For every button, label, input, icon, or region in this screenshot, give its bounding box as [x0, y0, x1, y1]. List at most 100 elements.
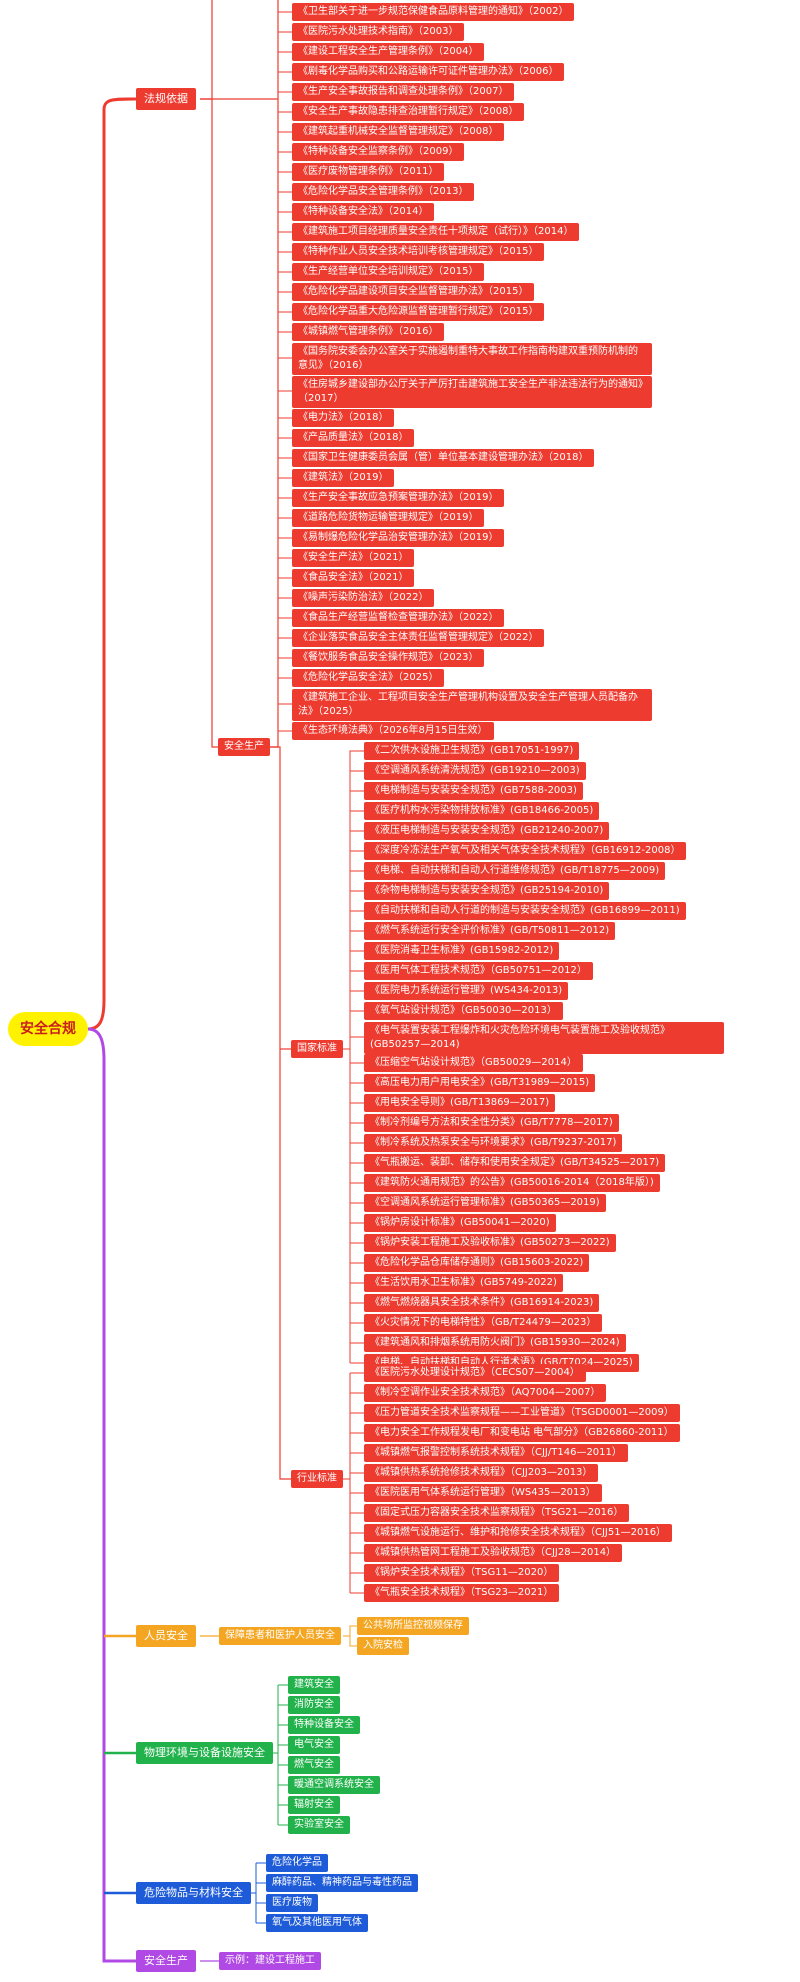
national-standard-item[interactable]: 《空调通风系统清洗规范》(GB19210—2003)	[364, 762, 586, 780]
national-standard-item[interactable]: 《压缩空气站设计规范》（GB50029—2014）	[364, 1054, 583, 1072]
industry-standard-item[interactable]: 《医院污水处理设计规范》（CECS07—2004）	[364, 1364, 586, 1382]
hazardous-material-item[interactable]: 医疗废物	[266, 1894, 318, 1912]
law-item[interactable]: 《医院污水处理技术指南》（2003）	[292, 23, 465, 41]
law-item[interactable]: 《易制爆危险化学品治安管理办法》（2019）	[292, 529, 505, 547]
national-standard-item[interactable]: 《氧气站设计规范》（GB50030—2013）	[364, 1002, 563, 1020]
physical-safety-item[interactable]: 暖通空调系统安全	[288, 1776, 380, 1794]
national-standard-item[interactable]: 《制冷系统及热泵安全与环境要求》(GB/T9237-2017)	[364, 1134, 623, 1152]
branch-hazardous-materials[interactable]: 危险物品与材料安全	[136, 1882, 251, 1904]
national-standard-item[interactable]: 《燃气燃烧器具安全技术条件》(GB16914-2023)	[364, 1294, 600, 1312]
branch-personnel[interactable]: 人员安全	[136, 1625, 196, 1647]
law-item[interactable]: 《生态环境法典》（2026年8月15日生效）	[292, 722, 494, 740]
root-node[interactable]: 安全合规	[8, 1012, 88, 1046]
physical-safety-item[interactable]: 实验室安全	[288, 1816, 350, 1834]
branch-law[interactable]: 法规依据	[136, 88, 196, 110]
law-item[interactable]: 《道路危险货物运输管理规定》（2019）	[292, 509, 485, 527]
law-item[interactable]: 《建设工程安全生产管理条例》（2004）	[292, 43, 485, 61]
industry-standard-item[interactable]: 《锅炉安全技术规程》（TSG11—2020）	[364, 1564, 560, 1582]
law-item[interactable]: 《建筑法》（2019）	[292, 469, 395, 487]
law-item[interactable]: 《建筑施工企业、工程项目安全生产管理机构设置及安全生产管理人员配备办法》（202…	[292, 689, 652, 721]
hazardous-material-item[interactable]: 氧气及其他医用气体	[266, 1914, 368, 1932]
national-standard-item[interactable]: 《自动扶梯和自动人行道的制造与安装安全规范》(GB16899—2011)	[364, 902, 686, 920]
national-standard-item[interactable]: 《二次供水设施卫生规范》(GB17051-1997)	[364, 742, 580, 760]
physical-safety-item[interactable]: 辐射安全	[288, 1796, 340, 1814]
branch-physical-environment[interactable]: 物理环境与设备设施安全	[136, 1742, 273, 1764]
law-item[interactable]: 《卫生部关于进一步规范保健食品原料管理的通知》（2002）	[292, 3, 575, 21]
law-item[interactable]: 《生产安全事故报告和调查处理条例》（2007）	[292, 83, 515, 101]
national-standard-item[interactable]: 《建筑防火通用规范》的公告》(GB50016-2014（2018年版）)	[364, 1174, 660, 1192]
national-standard-item[interactable]: 《液压电梯制造与安装安全规范》(GB21240-2007)	[364, 822, 610, 840]
industry-standard-item[interactable]: 《固定式压力容器安全技术监察规程》（TSG21—2016）	[364, 1504, 630, 1522]
branch-industry-standards[interactable]: 行业标准	[291, 1470, 343, 1488]
national-standard-item[interactable]: 《危险化学品仓库储存通则》(GB15603-2022)	[364, 1254, 590, 1272]
law-item[interactable]: 《电力法》（2018）	[292, 409, 395, 427]
law-item[interactable]: 《产品质量法》（2018）	[292, 429, 415, 447]
national-standard-item[interactable]: 《电梯、自动扶梯和自动人行道维修规范》(GB/T18775—2009)	[364, 862, 666, 880]
physical-safety-item[interactable]: 特种设备安全	[288, 1716, 360, 1734]
physical-safety-item[interactable]: 燃气安全	[288, 1756, 340, 1774]
law-item[interactable]: 《噪声污染防治法》（2022）	[292, 589, 435, 607]
branch-safety-production[interactable]: 安全生产	[218, 738, 270, 756]
national-standard-item[interactable]: 《深度冷冻法生产氧气及相关气体安全技术规程》（GB16912-2008）	[364, 842, 687, 860]
law-item[interactable]: 《剧毒化学品购买和公路运输许可证件管理办法》（2006）	[292, 63, 565, 81]
law-item[interactable]: 《特种设备安全监察条例》（2009）	[292, 143, 465, 161]
law-item[interactable]: 《企业落实食品安全主体责任监督管理规定》（2022）	[292, 629, 545, 647]
national-standard-item[interactable]: 《生活饮用水卫生标准》(GB5749-2022)	[364, 1274, 563, 1292]
law-item[interactable]: 《生产安全事故应急预案管理办法》（2019）	[292, 489, 505, 507]
industry-standard-item[interactable]: 《城镇燃气设施运行、维护和抢修安全技术规程》（CJJ51—2016）	[364, 1524, 673, 1542]
law-item[interactable]: 《危险化学品建设项目安全监督管理办法》（2015）	[292, 283, 535, 301]
hazardous-material-item[interactable]: 危险化学品	[266, 1854, 328, 1872]
industry-standard-item[interactable]: 《电力安全工作规程发电厂和变电站 电气部分》（GB26860-2011）	[364, 1424, 680, 1442]
industry-standard-item[interactable]: 《制冷空调作业安全技术规范》（AQ7004—2007）	[364, 1384, 607, 1402]
law-item[interactable]: 《住房城乡建设部办公厅关于严厉打击建筑施工安全生产非法违法行为的通知》（2017…	[292, 376, 652, 408]
law-item[interactable]: 《国务院安委会办公室关于实施遏制重特大事故工作指南构建双重预防机制的意见》（20…	[292, 343, 652, 375]
law-item[interactable]: 《生产经营单位安全培训规定》（2015）	[292, 263, 485, 281]
law-item[interactable]: 《餐饮服务食品安全操作规范》（2023）	[292, 649, 485, 667]
industry-standard-item[interactable]: 《城镇供热管网工程施工及验收规范》（CJJ28—2014）	[364, 1544, 623, 1562]
physical-safety-item[interactable]: 建筑安全	[288, 1676, 340, 1694]
law-item[interactable]: 《建筑起重机械安全监督管理规定》（2008）	[292, 123, 505, 141]
law-item[interactable]: 《国家卫生健康委员会属（管）单位基本建设管理办法》（2018）	[292, 449, 595, 467]
physical-safety-item[interactable]: 消防安全	[288, 1696, 340, 1714]
law-item[interactable]: 《危险化学品安全管理条例》（2013）	[292, 183, 475, 201]
branch-safety-production-2[interactable]: 安全生产	[136, 1950, 196, 1972]
industry-standard-item[interactable]: 《城镇供热系统抢修技术规程》（CJJ203—2013）	[364, 1464, 599, 1482]
national-standard-item[interactable]: 《医用气体工程技术规范》（GB50751—2012）	[364, 962, 593, 980]
industry-standard-item[interactable]: 《医院医用气体系统运行管理》（WS435—2013）	[364, 1484, 602, 1502]
law-item[interactable]: 《食品安全法》（2021）	[292, 569, 415, 587]
law-item[interactable]: 《城镇燃气管理条例》（2016）	[292, 323, 445, 341]
law-item[interactable]: 《安全生产事故隐患排查治理暂行规定》（2008）	[292, 103, 525, 121]
national-standard-item[interactable]: 《气瓶搬运、装卸、储存和使用安全规定》(GB/T34525—2017)	[364, 1154, 666, 1172]
national-standard-item[interactable]: 《建筑通风和排烟系统用防火阀门》(GB15930—2024)	[364, 1334, 626, 1352]
national-standard-item[interactable]: 《电梯制造与安装安全规范》(GB7588-2003)	[364, 782, 583, 800]
law-item[interactable]: 《食品生产经营监督检查管理办法》（2022）	[292, 609, 505, 627]
national-standard-item[interactable]: 《高压电力用户用电安全》(GB/T31989—2015)	[364, 1074, 596, 1092]
personnel-item[interactable]: 公共场所监控视频保存	[357, 1617, 469, 1635]
physical-safety-item[interactable]: 电气安全	[288, 1736, 340, 1754]
law-item[interactable]: 《危险化学品安全法》（2025）	[292, 669, 445, 687]
personnel-subtopic[interactable]: 保障患者和医护人员安全	[219, 1627, 341, 1645]
industry-standard-item[interactable]: 《压力管道安全技术监察规程——工业管道》（TSGD0001—2009）	[364, 1404, 680, 1422]
national-standard-item[interactable]: 《用电安全导则》(GB/T13869—2017)	[364, 1094, 556, 1112]
national-standard-item[interactable]: 《医院消毒卫生标准》(GB15982-2012)	[364, 942, 560, 960]
national-standard-item[interactable]: 《锅炉房设计标准》(GB50041—2020)	[364, 1214, 556, 1232]
industry-standard-item[interactable]: 《城镇燃气报警控制系统技术规程》（CJJ/T146—2011）	[364, 1444, 628, 1462]
personnel-item[interactable]: 入院安检	[357, 1637, 409, 1655]
hazardous-material-item[interactable]: 麻醉药品、精神药品与毒性药品	[266, 1874, 418, 1892]
industry-standard-item[interactable]: 《气瓶安全技术规程》（TSG23—2021）	[364, 1584, 560, 1602]
law-item[interactable]: 《特种设备安全法》（2014）	[292, 203, 435, 221]
law-item[interactable]: 《建筑施工项目经理质量安全责任十项规定（试行）》（2014）	[292, 223, 580, 241]
safety-production-example[interactable]: 示例：建设工程施工	[219, 1952, 321, 1970]
national-standard-item[interactable]: 《医院电力系统运行管理》(WS434-2013)	[364, 982, 569, 1000]
national-standard-item[interactable]: 《电气装置安装工程爆炸和火灾危险环境电气装置施工及验收规范》(GB50257—2…	[364, 1022, 724, 1054]
national-standard-item[interactable]: 《锅炉安装工程施工及验收标准》(GB50273—2022)	[364, 1234, 616, 1252]
national-standard-item[interactable]: 《火灾情况下的电梯特性》（GB/T24479—2023）	[364, 1314, 603, 1332]
law-item[interactable]: 《医疗废物管理条例》（2011）	[292, 163, 445, 181]
national-standard-item[interactable]: 《空调通风系统运行管理标准》(GB50365—2019)	[364, 1194, 606, 1212]
law-item[interactable]: 《危险化学品重大危险源监督管理暂行规定》（2015）	[292, 303, 545, 321]
law-item[interactable]: 《特种作业人员安全技术培训考核管理规定》（2015）	[292, 243, 545, 261]
national-standard-item[interactable]: 《杂物电梯制造与安装安全规范》(GB25194-2010)	[364, 882, 610, 900]
law-item[interactable]: 《安全生产法》（2021）	[292, 549, 415, 567]
national-standard-item[interactable]: 《医疗机构水污染物排放标准》(GB18466-2005)	[364, 802, 600, 820]
national-standard-item[interactable]: 《制冷剂编号方法和安全性分类》(GB/T7778—2017)	[364, 1114, 619, 1132]
